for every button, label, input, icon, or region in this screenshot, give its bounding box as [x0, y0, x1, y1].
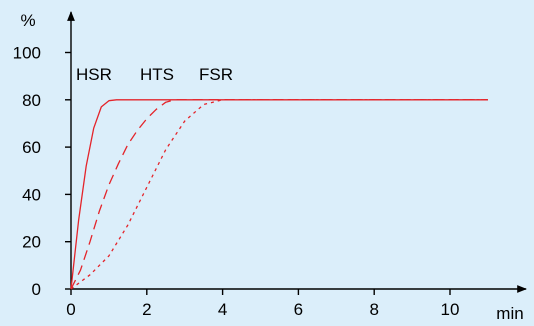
series-group	[70, 99, 488, 290]
axes	[67, 11, 527, 293]
y-tick-label: 100	[13, 44, 41, 63]
x-tick-label: 8	[369, 300, 378, 319]
y-axis-label: %	[20, 11, 35, 30]
y-tick-label: 60	[22, 138, 41, 157]
series-line-fsr	[70, 99, 488, 290]
x-tick-label: 2	[142, 300, 151, 319]
y-tick-label: 40	[22, 185, 41, 204]
series-label-hsr: HSR	[76, 65, 112, 84]
x-tick-label: 0	[66, 300, 75, 319]
x-tick-label: 10	[441, 300, 460, 319]
series-line-hsr	[70, 99, 488, 290]
y-tick-label: 20	[22, 233, 41, 252]
x-tick-label: 6	[294, 300, 303, 319]
y-tick-label: 0	[32, 280, 41, 299]
y-tick-label: 80	[22, 91, 41, 110]
series-label-fsr: FSR	[199, 65, 233, 84]
x-tick-label: 4	[218, 300, 227, 319]
series-label-hts: HTS	[140, 65, 174, 84]
series-line-hts	[70, 99, 488, 290]
x-axis-label: min	[496, 304, 523, 323]
